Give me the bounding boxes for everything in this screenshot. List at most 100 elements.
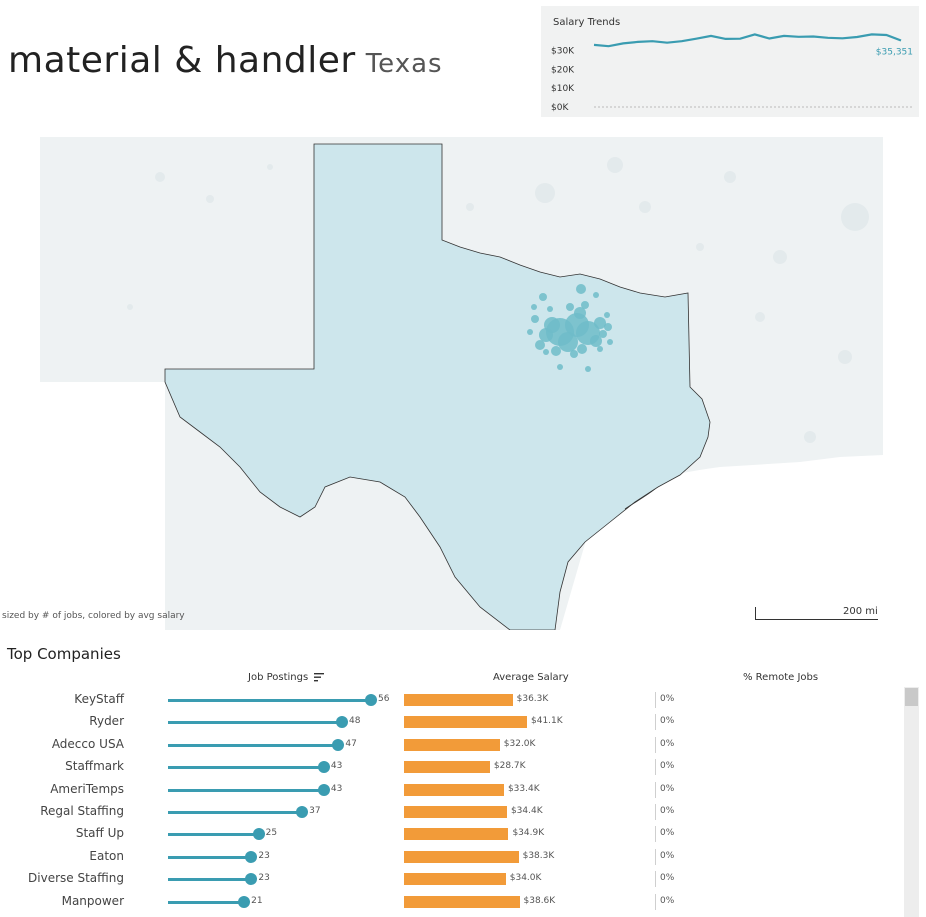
postings-dot[interactable] — [245, 873, 258, 886]
table-scrollbar[interactable] — [904, 687, 919, 917]
company-name: Adecco USA — [51, 736, 124, 751]
table-row[interactable]: Regal Staffing 37 $34.4K 0% — [0, 801, 900, 823]
remote-percent: 0% — [660, 761, 675, 772]
remote-percent: 0% — [660, 738, 675, 749]
postings-stick — [168, 699, 371, 702]
postings-count: 47 — [345, 738, 357, 749]
remote-percent: 0% — [660, 873, 675, 884]
company-name: Regal Staffing — [40, 804, 124, 818]
salary-trends-plot: $0K $10K $20K $30K $35,351 — [551, 33, 913, 113]
salary-label: $34.9K — [512, 828, 545, 839]
top-companies-title: Top Companies — [7, 645, 121, 663]
salary-bar[interactable] — [404, 850, 519, 863]
company-name: Ryder — [89, 714, 124, 729]
job-title: material & handler — [8, 40, 356, 81]
postings-count: 23 — [258, 873, 270, 884]
salary-bar[interactable] — [404, 716, 527, 729]
postings-dot[interactable] — [332, 738, 345, 751]
salary-label: $32.0K — [503, 738, 536, 749]
salary-label: $34.0K — [509, 873, 542, 884]
remote-axis-line — [655, 736, 656, 753]
postings-count: 43 — [330, 783, 343, 794]
scrollbar-thumb[interactable] — [905, 688, 918, 706]
table-row[interactable]: Diverse Staffing 23 $34.0K 0% — [0, 868, 900, 890]
company-name: Manpower — [61, 893, 124, 908]
salary-bar[interactable] — [404, 738, 500, 751]
postings-dot[interactable] — [252, 828, 265, 841]
map-scale-label: 200 mi — [843, 606, 878, 617]
table-row[interactable]: Ryder 48 $41.1K 0% — [0, 711, 900, 733]
remote-percent: 0% — [660, 806, 675, 816]
postings-count: 21 — [251, 895, 263, 906]
salary-bar[interactable] — [404, 895, 520, 908]
table-row[interactable]: Staffmark 43 $28.7K 0% — [0, 756, 900, 778]
postings-stick — [168, 766, 324, 770]
map-scale-bar — [755, 607, 878, 620]
table-row[interactable]: Manpower 21 $38.6K 0% — [0, 891, 900, 913]
table-row[interactable]: Eaton 23 $38.3K 0% — [0, 846, 900, 868]
postings-count: 43 — [330, 761, 343, 772]
salary-trends-title: Salary Trends — [553, 17, 621, 28]
salary-bar[interactable] — [404, 783, 504, 796]
table-row[interactable]: AmeriTemps 43 $33.4K 0% — [0, 779, 900, 801]
col-header-job-postings[interactable]: Job Postings — [248, 672, 309, 683]
salary-trends-chart[interactable]: Salary Trends $0K $10K $20K $30K $35,351 — [541, 6, 919, 117]
postings-stick — [168, 833, 259, 837]
y-tick-label: $20K — [551, 65, 575, 75]
texas-shape — [164, 143, 711, 630]
postings-count: 23 — [258, 850, 270, 861]
col-header-remote-jobs[interactable]: % Remote Jobs — [743, 672, 819, 683]
postings-stick — [168, 855, 252, 859]
salary-label: $34.4K — [510, 806, 543, 816]
salary-label: $33.4K — [507, 783, 540, 794]
postings-count: 48 — [349, 716, 361, 727]
remote-axis-line — [655, 781, 656, 798]
postings-stick — [168, 878, 252, 882]
remote-axis-line — [655, 826, 656, 843]
remote-percent: 0% — [660, 716, 675, 727]
postings-stick — [168, 721, 342, 725]
remote-axis-line — [655, 804, 656, 820]
remote-axis-line — [655, 759, 656, 776]
postings-dot[interactable] — [317, 761, 330, 774]
remote-percent: 0% — [660, 828, 675, 839]
table-row[interactable]: Staff Up 25 $34.9K 0% — [0, 823, 900, 845]
remote-axis-line — [655, 848, 656, 865]
postings-count: 56 — [378, 694, 390, 704]
salary-bar[interactable] — [404, 873, 506, 886]
salary-bar[interactable] — [404, 694, 513, 706]
postings-dot[interactable] — [296, 806, 309, 818]
postings-stick — [168, 811, 303, 814]
remote-axis-line — [655, 714, 656, 731]
page-title: material & handler Texas — [8, 40, 443, 81]
company-name: Staff Up — [75, 826, 124, 841]
y-tick-label: $10K — [551, 84, 575, 94]
postings-dot[interactable] — [238, 895, 251, 908]
salary-bar[interactable] — [404, 828, 509, 841]
salary-label: $36.3K — [516, 694, 549, 704]
postings-stick — [168, 900, 245, 904]
postings-dot[interactable] — [336, 716, 348, 729]
y-tick-label: $0K — [551, 103, 569, 113]
postings-count: 25 — [265, 828, 278, 839]
salary-bar[interactable] — [404, 761, 490, 774]
salary-trend-line[interactable] — [593, 33, 902, 48]
postings-dot[interactable] — [365, 694, 377, 706]
y-tick-label: $30K — [551, 47, 575, 57]
postings-dot[interactable] — [317, 783, 330, 796]
sort-icon[interactable] — [314, 673, 324, 682]
table-row[interactable]: KeyStaff 56 $36.3K 0% — [0, 689, 900, 711]
salary-bar[interactable] — [404, 806, 507, 818]
salary-label: $38.6K — [523, 895, 556, 906]
job-cluster-dfw[interactable] — [527, 284, 613, 372]
table-row[interactable]: Adecco USA 47 $32.0K 0% — [0, 734, 900, 756]
terrain-texture — [86, 157, 869, 491]
texas-map[interactable] — [40, 137, 883, 630]
company-name: Staffmark — [65, 759, 124, 774]
salary-label: $38.3K — [522, 850, 555, 861]
postings-dot[interactable] — [245, 850, 258, 863]
col-header-average-salary[interactable]: Average Salary — [493, 672, 569, 683]
outside-area — [40, 382, 165, 630]
salary-label: $28.7K — [493, 761, 526, 772]
company-name: Diverse Staffing — [28, 871, 124, 886]
